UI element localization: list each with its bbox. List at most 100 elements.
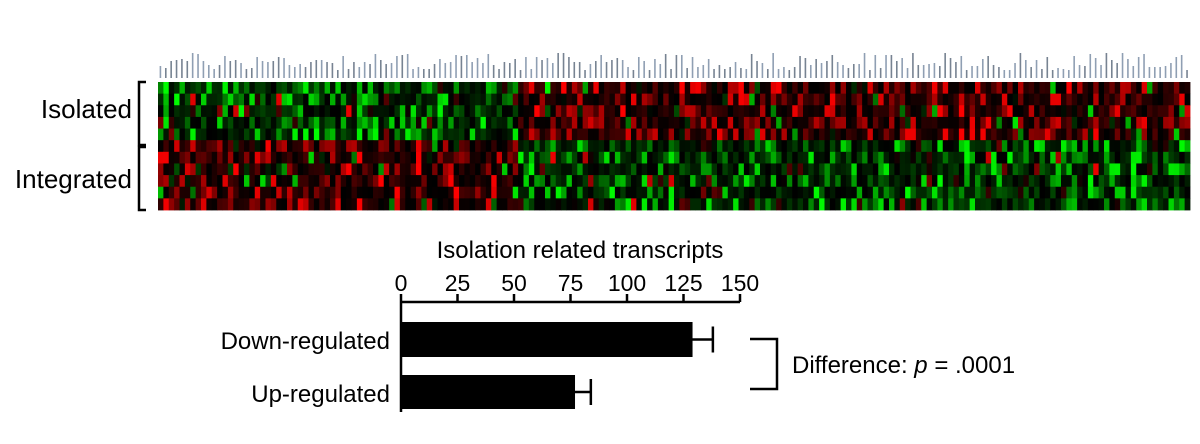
heatmap-cell	[518, 105, 524, 118]
gene-label	[1164, 66, 1167, 78]
heatmap-cell	[1173, 198, 1180, 211]
heatmap-cell	[442, 116, 449, 129]
heatmap-cell	[1173, 163, 1180, 176]
heatmap-cell	[475, 116, 481, 129]
heatmap-cell	[1098, 151, 1105, 164]
heatmap-cell	[346, 186, 352, 199]
heatmap-cell	[604, 105, 610, 118]
heatmap-cell	[1141, 151, 1148, 164]
heatmap-cell	[679, 151, 686, 164]
heatmap-cell	[733, 128, 739, 141]
heatmap-cell	[996, 163, 1003, 176]
heatmap-cell	[867, 116, 874, 129]
gene-label	[288, 65, 291, 78]
gene-label	[498, 69, 500, 78]
heatmap-cell	[1120, 163, 1126, 176]
heatmap-cell	[1055, 93, 1062, 106]
heatmap-cell	[244, 105, 250, 118]
heatmap-cell	[695, 93, 702, 106]
heatmap-cell	[652, 82, 659, 95]
heatmap-cell	[1152, 175, 1159, 188]
heatmap-cell	[835, 151, 842, 164]
gene-label	[573, 62, 576, 78]
heatmap-cell	[168, 93, 175, 106]
heatmap-cell	[518, 151, 524, 164]
heatmap-cell	[276, 105, 283, 118]
heatmap-cell	[227, 116, 234, 129]
heatmap-cell	[894, 116, 901, 129]
heatmap-cell	[238, 82, 245, 95]
heatmap-cell	[996, 140, 1003, 153]
heatmap-cell	[738, 93, 745, 106]
heatmap-cell	[1039, 105, 1046, 118]
heatmap-cell	[980, 128, 987, 141]
heatmap-cell	[571, 128, 578, 141]
heatmap-cell	[577, 82, 584, 95]
heatmap-cell	[416, 186, 422, 199]
heatmap-cell	[932, 82, 938, 95]
heatmap-cell	[340, 175, 347, 188]
heatmap-cell	[674, 82, 680, 95]
heatmap-cell	[829, 116, 836, 129]
heatmap-cell	[964, 116, 971, 129]
heatmap-cell	[932, 175, 938, 188]
heatmap-cell	[566, 163, 573, 176]
heatmap-cell	[190, 151, 197, 164]
heatmap-cell	[211, 151, 218, 164]
heatmap-cell	[824, 128, 831, 141]
gene-label	[847, 68, 850, 78]
heatmap-cell	[942, 186, 949, 199]
heatmap-cell	[1104, 186, 1110, 199]
heatmap-cell	[421, 128, 428, 141]
heatmap-cell	[743, 140, 750, 153]
heatmap-cell	[555, 116, 562, 129]
heatmap-cell	[1001, 151, 1008, 164]
heatmap-cell	[1044, 128, 1051, 141]
heatmap-cell	[480, 163, 487, 176]
heatmap-cell	[211, 186, 218, 199]
heatmap-cell	[303, 116, 309, 129]
heatmap-cell	[469, 105, 476, 118]
heatmap-cell	[416, 163, 422, 176]
heatmap-cell	[1141, 93, 1148, 106]
heatmap-cell	[281, 186, 288, 199]
heatmap-cell	[528, 140, 535, 153]
heatmap-cell	[437, 163, 444, 176]
heatmap-cell	[201, 105, 207, 118]
heatmap-cell	[1039, 175, 1046, 188]
heatmap-cell	[496, 151, 503, 164]
heatmap-cell	[1044, 186, 1051, 199]
heatmap-cell	[523, 186, 530, 199]
heatmap-cell	[507, 151, 514, 164]
heatmap-cell	[813, 82, 820, 95]
heatmap-cell	[1012, 163, 1019, 176]
heatmap-cell	[1061, 186, 1067, 199]
heatmap-cell	[238, 186, 245, 199]
heatmap-cell	[829, 105, 836, 118]
heatmap-cell	[851, 140, 858, 153]
heatmap-cell	[394, 175, 401, 188]
heatmap-cell	[975, 186, 981, 199]
heatmap-cell	[249, 116, 256, 129]
heatmap-cell	[308, 186, 315, 199]
gene-label	[326, 62, 328, 78]
heatmap-cell	[899, 163, 906, 176]
heatmap-cell	[598, 128, 605, 141]
heatmap-cell	[711, 93, 718, 106]
heatmap-cell	[604, 140, 610, 153]
heatmap-cell	[335, 198, 342, 211]
heatmap-cell	[846, 140, 852, 153]
heatmap-cell	[1077, 128, 1083, 141]
heatmap-cell	[1152, 116, 1159, 129]
heatmap-cell	[276, 140, 283, 153]
heatmap-cell	[749, 93, 756, 106]
heatmap-cell	[518, 93, 524, 106]
heatmap-cell	[464, 116, 471, 129]
gene-label	[1132, 66, 1135, 78]
heatmap-cell	[604, 163, 610, 176]
heatmap-cell	[620, 116, 627, 129]
heatmap-cell	[883, 116, 890, 129]
heatmap-cell	[410, 151, 417, 164]
heatmap-cell	[1163, 186, 1169, 199]
heatmap-cell	[184, 82, 191, 95]
